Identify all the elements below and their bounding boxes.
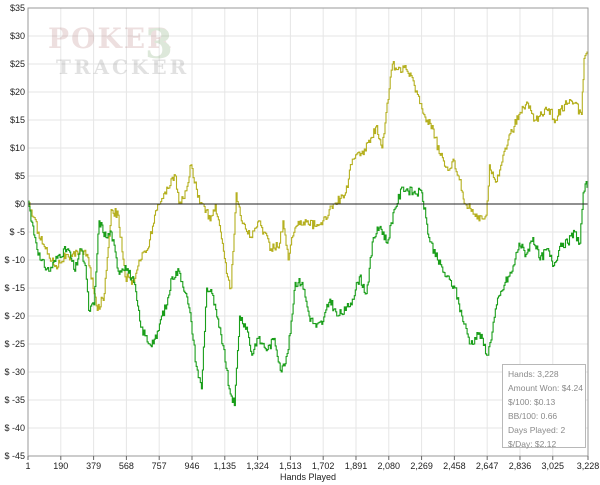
y-tick-label: $ -25 [4,339,25,349]
svg-text:TRACKER: TRACKER [56,55,189,79]
y-tick-label: $ -40 [4,423,25,433]
poker-tracker-logo: POKER TRACKER 3 [48,21,189,79]
x-axis-ticks: 1 190 379 568 757 946 1,135 1,324 1,513 1,702 1,89… [25,456,599,471]
stat-bb-100: BB/100: 0.66 [508,411,558,421]
y-tick-label: $ -15 [4,283,25,293]
y-tick-label: $5 [15,171,25,181]
stat-hands: Hands: 3,228 [508,369,559,379]
x-axis-title: Hands Played [280,472,336,482]
chart-series [28,51,589,407]
x-tick-label: 568 [119,461,134,471]
y-tick-label: $25 [10,59,25,69]
y-axis-ticks: $35 $30 $25 $20 $15 $10 $5 $0 $ -5 $ -10 $ -15 $ -2… [4,3,25,461]
y-tick-label: $20 [10,87,25,97]
y-tick-label: $ -35 [4,395,25,405]
y-tick-label: $0 [15,199,25,209]
y-tick-label: $10 [10,143,25,153]
x-tick-label: 2,458 [443,461,466,471]
x-tick-label: 757 [152,461,167,471]
x-tick-label: 3,228 [577,461,600,471]
x-tick-label: 2,269 [410,461,433,471]
x-tick-label: 1,702 [312,461,335,471]
x-tick-label: 1,513 [279,461,302,471]
plot-frame [27,7,589,457]
x-tick-label: 946 [184,461,199,471]
x-tick-label: 3,025 [542,461,565,471]
stat-days-played: Days Played: 2 [508,425,566,435]
y-tick-label: $ -30 [4,367,25,377]
y-tick-label: $ -45 [4,451,25,461]
y-tick-label: $ -20 [4,311,25,321]
svg-text:3: 3 [145,21,173,68]
y-tick-label: $ -5 [9,227,25,237]
y-tick-label: $30 [10,31,25,41]
stat-per-day: $/Day: $2.12 [508,439,557,449]
x-tick-label: 190 [53,461,68,471]
x-tick-label: 1,324 [246,461,269,471]
x-tick-label: 1,135 [214,461,237,471]
x-tick-label: 379 [86,461,101,471]
session-stats-box: Hands: 3,228 Amount Won: $4.24 $/100: $0… [502,364,586,449]
x-tick-label: 1 [25,461,30,471]
x-tick-label: 2,080 [378,461,401,471]
y-tick-label: $15 [10,115,25,125]
x-tick-label: 2,647 [476,461,499,471]
series-line-1 [28,51,589,311]
x-tick-label: 2,836 [509,461,532,471]
x-tick-label: 1,891 [345,461,368,471]
series-line-2 [28,180,589,407]
y-tick-label: $35 [10,3,25,13]
svg-text:POKER: POKER [48,22,172,55]
stat-per-100: $/100: $0.13 [508,397,556,407]
stat-amount-won: Amount Won: $4.24 [508,383,583,393]
y-tick-label: $ -10 [4,255,25,265]
